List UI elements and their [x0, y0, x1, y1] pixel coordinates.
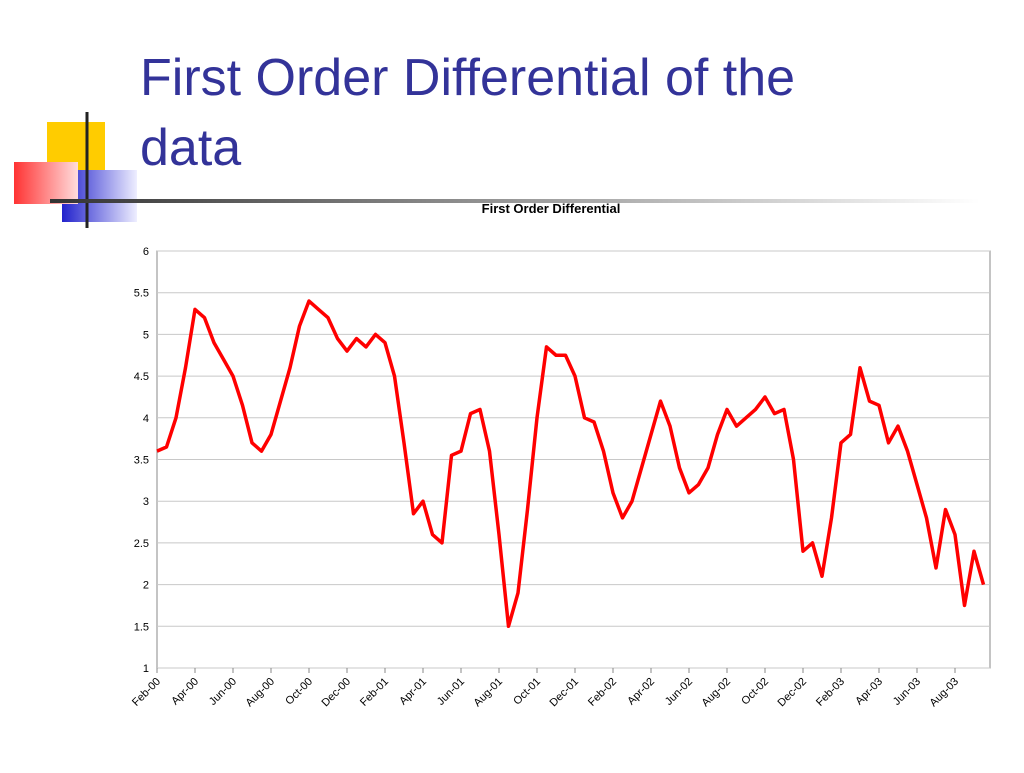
x-tick-label: Feb-00: [130, 676, 163, 709]
x-tick-label: Aug-02: [700, 676, 734, 710]
x-tick-label: Dec-02: [776, 676, 810, 710]
y-tick-label: 4: [143, 413, 149, 425]
chart-title: First Order Differential: [482, 201, 621, 216]
x-tick-label: Jun-03: [891, 676, 923, 708]
x-tick-label: Oct-01: [511, 676, 543, 708]
y-tick-label: 3: [143, 496, 149, 508]
y-tick-label: 5.5: [134, 288, 149, 300]
y-tick-label: 2.5: [134, 538, 149, 550]
x-tick-label: Jun-01: [435, 676, 467, 708]
y-tick-label: 1.5: [134, 621, 149, 633]
x-tick-label: Feb-03: [814, 676, 847, 709]
data-line: [156, 299, 986, 629]
x-tick-label: Oct-00: [283, 676, 315, 708]
y-tick-label: 5: [143, 329, 149, 341]
x-tick-label: Apr-01: [397, 676, 429, 708]
decor: [50, 199, 980, 203]
x-tick-label: Aug-00: [244, 676, 278, 710]
y-tick-label: 2: [143, 580, 149, 592]
x-tick-label: Oct-02: [739, 676, 771, 708]
y-tick-label: 3.5: [134, 455, 149, 467]
y-tick-label: 6: [143, 246, 149, 258]
x-tick-label: Apr-00: [169, 676, 201, 708]
x-tick-label: Aug-03: [928, 676, 962, 710]
x-tick-label: Dec-00: [320, 676, 354, 710]
decor: [14, 162, 78, 204]
x-tick-label: Apr-03: [853, 676, 885, 708]
x-tick-label: Aug-01: [472, 676, 506, 710]
x-tick-label: Jun-00: [207, 676, 239, 708]
slide-title: First Order Differential of the data: [140, 49, 795, 177]
x-tick-label: Feb-02: [586, 676, 619, 709]
y-tick-label: 1: [143, 663, 149, 675]
x-tick-label: Jun-02: [663, 676, 695, 708]
x-tick-label: Feb-01: [358, 676, 391, 709]
y-tick-label: 4.5: [134, 371, 149, 383]
x-tick-label: Apr-02: [625, 676, 657, 708]
x-tick-label: Dec-01: [548, 676, 582, 710]
